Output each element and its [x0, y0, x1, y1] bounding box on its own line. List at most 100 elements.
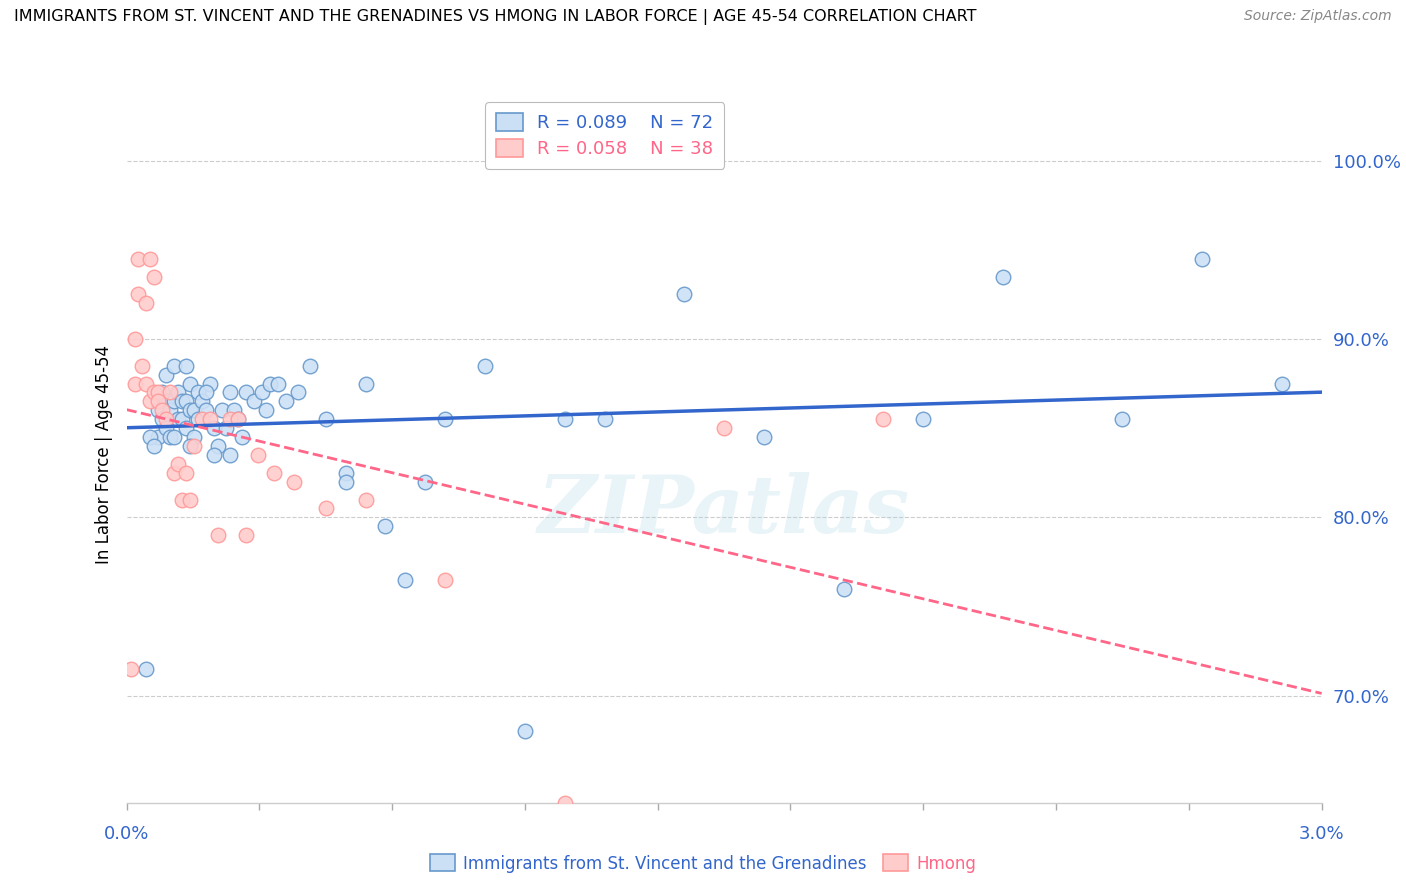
- Point: [124, 332, 146, 346]
- Point: [274, 394, 297, 409]
- Point: [167, 412, 190, 426]
- Point: [200, 376, 222, 391]
- Point: [163, 466, 186, 480]
- Point: [174, 394, 197, 409]
- Text: IMMIGRANTS FROM ST. VINCENT AND THE GRENADINES VS HMONG IN LABOR FORCE | AGE 45-: IMMIGRANTS FROM ST. VINCENT AND THE GREN…: [14, 9, 977, 25]
- Point: [374, 519, 396, 533]
- Point: [150, 403, 174, 417]
- Point: [135, 376, 157, 391]
- Point: [250, 385, 273, 400]
- Point: [150, 412, 174, 426]
- Point: [155, 412, 177, 426]
- Point: [148, 394, 170, 409]
- Point: [207, 528, 229, 542]
- Point: [183, 403, 205, 417]
- Point: [287, 385, 309, 400]
- Point: [912, 412, 935, 426]
- Point: [183, 430, 205, 444]
- Point: [135, 662, 157, 676]
- Point: [159, 403, 181, 417]
- Point: [120, 662, 142, 676]
- Point: [139, 394, 162, 409]
- Point: [222, 403, 246, 417]
- Point: [247, 448, 270, 462]
- Point: [315, 501, 337, 516]
- Point: [148, 403, 170, 417]
- Point: [259, 376, 281, 391]
- Point: [148, 430, 170, 444]
- Point: [254, 403, 277, 417]
- Point: [127, 252, 149, 266]
- Point: [174, 359, 197, 373]
- Point: [219, 385, 242, 400]
- Point: [179, 376, 201, 391]
- Point: [155, 394, 177, 409]
- Point: [211, 403, 233, 417]
- Text: 0.0%: 0.0%: [104, 825, 149, 843]
- Point: [1191, 252, 1213, 266]
- Point: [713, 421, 735, 435]
- Point: [183, 439, 205, 453]
- Point: [207, 439, 229, 453]
- Point: [179, 492, 201, 507]
- Point: [179, 403, 201, 417]
- Point: [235, 528, 257, 542]
- Legend: R = 0.089    N = 72, R = 0.058    N = 38: R = 0.089 N = 72, R = 0.058 N = 38: [485, 103, 724, 169]
- Point: [179, 439, 201, 453]
- Point: [231, 430, 253, 444]
- Point: [143, 269, 166, 284]
- Point: [474, 359, 496, 373]
- Point: [215, 421, 238, 435]
- Point: [267, 376, 290, 391]
- Point: [394, 573, 416, 587]
- Point: [283, 475, 305, 489]
- Point: [163, 394, 186, 409]
- Point: [226, 412, 249, 426]
- Point: [191, 412, 214, 426]
- Point: [150, 385, 174, 400]
- Point: [263, 466, 285, 480]
- Point: [434, 573, 457, 587]
- Point: [235, 385, 257, 400]
- Point: [335, 466, 357, 480]
- Text: Source: ZipAtlas.com: Source: ZipAtlas.com: [1244, 9, 1392, 23]
- Point: [155, 368, 177, 382]
- Point: [187, 385, 209, 400]
- Point: [195, 385, 218, 400]
- Point: [139, 252, 162, 266]
- Point: [195, 403, 218, 417]
- Y-axis label: In Labor Force | Age 45-54: In Labor Force | Age 45-54: [94, 345, 112, 565]
- Point: [172, 394, 194, 409]
- Point: [413, 475, 436, 489]
- Point: [174, 421, 197, 435]
- Point: [155, 421, 177, 435]
- Point: [163, 359, 186, 373]
- Point: [148, 385, 170, 400]
- Point: [135, 296, 157, 310]
- Point: [172, 412, 194, 426]
- Point: [163, 430, 186, 444]
- Point: [174, 466, 197, 480]
- Point: [226, 412, 249, 426]
- Point: [191, 394, 214, 409]
- Point: [139, 430, 162, 444]
- Legend: Immigrants from St. Vincent and the Grenadines, Hmong: Immigrants from St. Vincent and the Gren…: [423, 847, 983, 880]
- Point: [243, 394, 266, 409]
- Point: [219, 412, 242, 426]
- Text: ZIPatlas: ZIPatlas: [538, 472, 910, 549]
- Point: [143, 439, 166, 453]
- Point: [434, 412, 457, 426]
- Point: [219, 448, 242, 462]
- Point: [159, 385, 181, 400]
- Point: [554, 796, 576, 810]
- Point: [172, 492, 194, 507]
- Point: [131, 359, 153, 373]
- Point: [593, 412, 616, 426]
- Text: 3.0%: 3.0%: [1299, 825, 1344, 843]
- Point: [872, 412, 894, 426]
- Point: [200, 412, 222, 426]
- Point: [127, 287, 149, 301]
- Point: [298, 359, 321, 373]
- Point: [354, 492, 377, 507]
- Point: [202, 421, 225, 435]
